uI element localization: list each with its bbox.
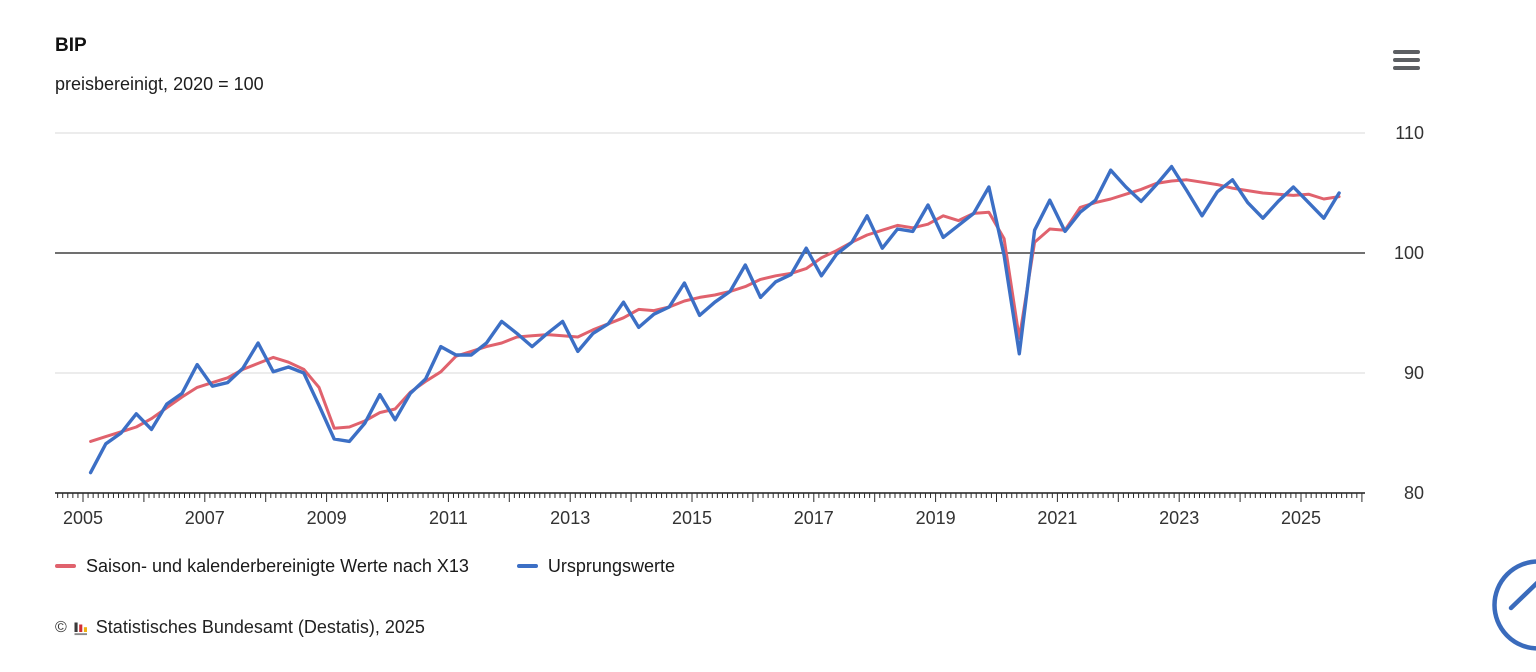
gauge-fab-button[interactable] (1490, 557, 1536, 653)
x-axis-label: 2023 (1159, 508, 1199, 528)
source-text: Statistisches Bundesamt (Destatis), 2025 (95, 617, 425, 637)
series-line-adjusted (89, 178, 1341, 443)
chart-legend: Saison- und kalenderbereinigte Werte nac… (55, 553, 675, 579)
legend-swatch-original (516, 564, 538, 568)
y-axis-label: 80 (1404, 483, 1424, 503)
bip-line-chart: 80 90 100 110 2005 2007 2009 2011 2013 2015 2017 20… (55, 123, 1424, 528)
x-axis-label: 2011 (429, 508, 468, 528)
legend-label-adjusted: Saison- und kalenderbereinigte Werte nac… (86, 555, 469, 576)
legend-label-original: Ursprungswerte (547, 555, 675, 576)
series-line-original (88, 164, 1341, 475)
y-axis-label: 90 (1404, 363, 1424, 383)
x-axis-label: 2013 (550, 508, 590, 528)
chart-title: BIP (55, 35, 87, 56)
x-axis-label: 2017 (794, 508, 834, 528)
y-axis-label: 100 (1394, 243, 1424, 263)
legend-swatch-adjusted (55, 564, 76, 568)
y-axis-label: 110 (1395, 123, 1424, 143)
x-axis-label: 2019 (916, 508, 956, 528)
legend-item-original[interactable]: Ursprungswerte (516, 555, 675, 577)
x-axis-label: 2021 (1037, 508, 1077, 528)
x-axis-label: 2005 (63, 508, 103, 528)
source-line: © Statistisches Bundesamt (Destatis), 20… (55, 617, 425, 638)
x-axis-label: 2009 (307, 508, 347, 528)
menu-icon (1393, 50, 1420, 54)
copyright-symbol: © (55, 618, 67, 636)
x-axis-label: 2007 (185, 508, 225, 528)
legend-item-adjusted[interactable]: Saison- und kalenderbereinigte Werte nac… (55, 556, 469, 577)
x-axis-label: 2015 (672, 508, 712, 528)
x-axis-label: 2025 (1281, 508, 1321, 528)
chart-subtitle: preisbereinigt, 2020 = 100 (55, 74, 264, 94)
speedometer-icon (1492, 559, 1536, 651)
destatis-logo-icon (74, 622, 87, 635)
chart-menu-button[interactable] (1390, 44, 1424, 76)
